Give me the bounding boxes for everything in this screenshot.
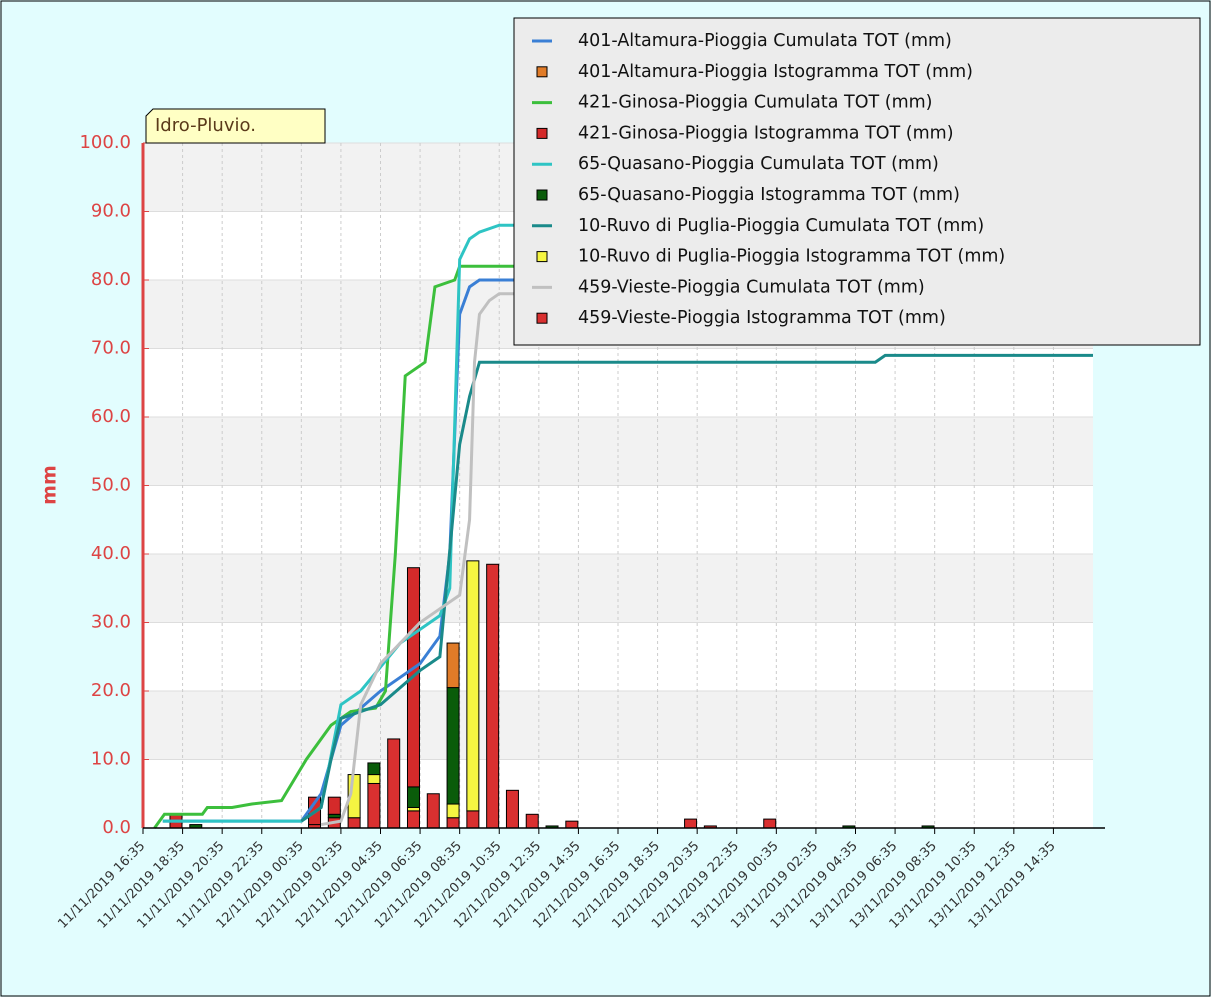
plot-band [143, 485, 1093, 554]
y-tick-label: 90.0 [91, 201, 131, 222]
bar [466, 810, 480, 829]
bar [466, 560, 480, 812]
bar [486, 563, 500, 829]
legend-label: 65-Quasano-Pioggia Cumulata TOT (mm) [578, 154, 939, 174]
y-tick-label: 10.0 [91, 749, 131, 770]
y-tick-label: 70.0 [91, 338, 131, 359]
bar [763, 818, 777, 829]
y-tick-label: 30.0 [91, 612, 131, 633]
y-tick-label: 20.0 [91, 680, 131, 701]
bar [367, 762, 381, 776]
bar [446, 642, 460, 689]
legend-marker [536, 251, 548, 263]
legend-marker [536, 312, 548, 324]
legend-label: 459-Vieste-Pioggia Istogramma TOT (mm) [578, 308, 946, 328]
bar [327, 796, 341, 815]
bar [406, 806, 420, 812]
legend-label: 401-Altamura-Pioggia Istogramma TOT (mm) [578, 62, 973, 82]
bar [347, 817, 361, 829]
bar [505, 789, 519, 829]
y-tick-label: 50.0 [91, 475, 131, 496]
y-axis-label: mm [39, 465, 61, 505]
badge-box [145, 108, 326, 144]
legend-label: 421-Ginosa-Pioggia Cumulata TOT (mm) [578, 93, 933, 113]
legend-label: 459-Vieste-Pioggia Cumulata TOT (mm) [578, 277, 925, 297]
bar [446, 817, 460, 829]
line [300, 353, 1093, 823]
y-tick-label: 60.0 [91, 406, 131, 427]
legend-label: 10-Ruvo di Puglia-Pioggia Istogramma TOT… [578, 247, 1005, 267]
bar [406, 786, 420, 808]
bar [446, 687, 460, 805]
plot-band [143, 348, 1093, 417]
plot-band [143, 622, 1093, 691]
bar [367, 774, 381, 784]
y-tick-label: 40.0 [91, 543, 131, 564]
bar [525, 813, 539, 829]
legend-marker [536, 189, 548, 201]
bar [406, 810, 420, 829]
bar [387, 738, 401, 829]
legend-label: 421-Ginosa-Pioggia Istogramma TOT (mm) [578, 123, 954, 143]
legend-label: 401-Altamura-Pioggia Cumulata TOT (mm) [578, 31, 952, 51]
bar [565, 820, 579, 829]
legend-marker [536, 127, 548, 139]
line [153, 264, 1093, 829]
y-tick-label: 80.0 [91, 269, 131, 290]
legend-label: 10-Ruvo di Puglia-Pioggia Cumulata TOT (… [578, 216, 984, 236]
bar [446, 803, 460, 819]
line [320, 292, 1093, 827]
legend-box [513, 17, 1201, 346]
badge: Idro-Pluvio. [155, 115, 256, 136]
legend-label: 65-Quasano-Pioggia Istogramma TOT (mm) [578, 185, 960, 205]
y-tick-label: 0.0 [102, 817, 131, 838]
bar [684, 818, 698, 829]
bar [426, 793, 440, 829]
legend-marker [536, 66, 548, 78]
y-tick-label: 100.0 [79, 132, 131, 153]
bar [367, 782, 381, 829]
bar [327, 813, 341, 819]
line [162, 278, 1093, 823]
